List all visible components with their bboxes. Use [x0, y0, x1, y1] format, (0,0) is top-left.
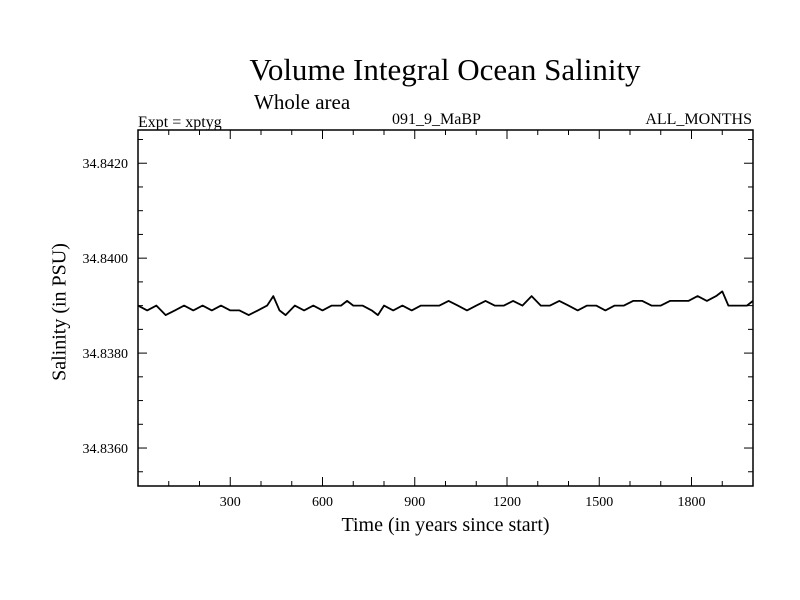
plot-frame — [137, 129, 754, 487]
x-tick-label: 1800 — [678, 495, 706, 510]
months-label: ALL_MONTHS — [645, 111, 752, 128]
x-tick-label: 600 — [312, 495, 333, 510]
x-tick-label: 300 — [220, 495, 241, 510]
y-tick-label: 34.8380 — [83, 347, 129, 362]
y-tick-label: 34.8400 — [83, 252, 129, 267]
y-tick-label: 34.8360 — [83, 442, 129, 457]
y-tick-label: 34.8420 — [83, 157, 129, 172]
experiment-label: Expt = xptyg — [138, 114, 222, 131]
x-tick-label: 1500 — [585, 495, 613, 510]
chart-subtitle: Whole area — [254, 90, 351, 114]
salinity-series-line — [137, 290, 754, 317]
x-tick-label: 1200 — [493, 495, 521, 510]
run-id-label: 091_9_MaBP — [392, 111, 481, 128]
x-tick-label: 900 — [404, 495, 425, 510]
chart-title: Volume Integral Ocean Salinity — [249, 52, 641, 87]
x-axis-label: Time (in years since start) — [341, 514, 550, 536]
